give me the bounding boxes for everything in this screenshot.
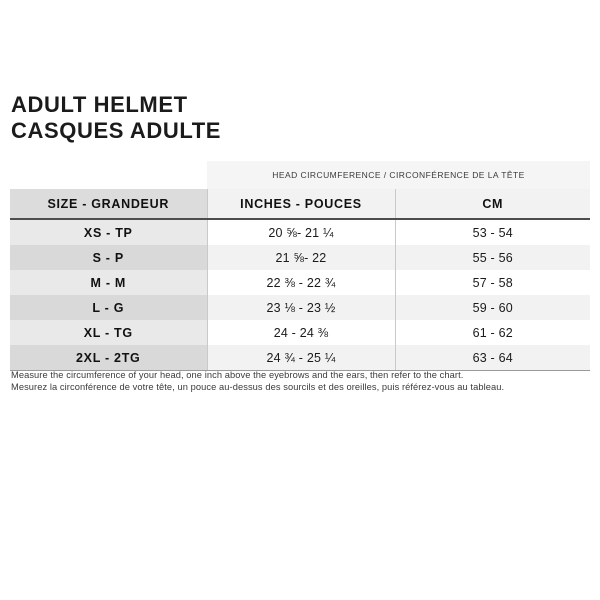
table-row: XS - TP 20 ⅝- 21 ¼ 53 - 54 <box>10 219 590 245</box>
table-row: 2XL - 2TG 24 ¾ - 25 ¼ 63 - 64 <box>10 345 590 371</box>
cell-inches: 22 ⅜ - 22 ¾ <box>206 270 395 295</box>
cell-cm: 57 - 58 <box>394 270 590 295</box>
size-chart-table: HEAD CIRCUMFERENCE / CIRCONFÉRENCE DE LA… <box>10 161 590 371</box>
cell-size: 2XL - 2TG <box>10 345 207 371</box>
column-header-inches: INCHES - POUCES <box>206 189 395 220</box>
table-row: L - G 23 ⅛ - 23 ½ 59 - 60 <box>10 295 590 320</box>
cell-cm: 59 - 60 <box>394 295 590 320</box>
measurement-notes: Measure the circumference of your head, … <box>11 369 504 394</box>
page-title-french: CASQUES ADULTE <box>11 118 222 143</box>
cell-size: XS - TP <box>10 219 207 245</box>
group-header-spacer <box>10 161 207 189</box>
measurement-note-english: Measure the circumference of your head, … <box>11 370 464 380</box>
cell-size: L - G <box>10 295 207 320</box>
cell-inches: 24 - 24 ⅜ <box>206 320 395 345</box>
table-row: M - M 22 ⅜ - 22 ¾ 57 - 58 <box>10 270 590 295</box>
cell-size: S - P <box>10 245 207 270</box>
cell-size: M - M <box>10 270 207 295</box>
page-title: ADULT HELMET CASQUES ADULTE <box>11 92 221 144</box>
column-header-cm: CM <box>394 189 590 220</box>
group-header-row: HEAD CIRCUMFERENCE / CIRCONFÉRENCE DE LA… <box>10 161 590 189</box>
cell-cm: 55 - 56 <box>394 245 590 270</box>
column-header-row: SIZE - GRANDEUR INCHES - POUCES CM <box>10 189 590 220</box>
page-title-english: ADULT HELMET <box>11 92 188 117</box>
cell-size: XL - TG <box>10 320 207 345</box>
cell-inches: 20 ⅝- 21 ¼ <box>206 219 395 245</box>
group-header-circumference: HEAD CIRCUMFERENCE / CIRCONFÉRENCE DE LA… <box>207 161 590 189</box>
cell-inches: 21 ⅝- 22 <box>206 245 395 270</box>
cell-cm: 53 - 54 <box>394 219 590 245</box>
cell-cm: 61 - 62 <box>394 320 590 345</box>
cell-cm: 63 - 64 <box>394 345 590 371</box>
table-row: XL - TG 24 - 24 ⅜ 61 - 62 <box>10 320 590 345</box>
table-header: HEAD CIRCUMFERENCE / CIRCONFÉRENCE DE LA… <box>10 161 590 220</box>
table-row: S - P 21 ⅝- 22 55 - 56 <box>10 245 590 270</box>
column-header-size: SIZE - GRANDEUR <box>10 189 207 220</box>
measurement-note-french: Mesurez la circonférence de votre tête, … <box>11 382 505 393</box>
cell-inches: 23 ⅛ - 23 ½ <box>206 295 395 320</box>
cell-inches: 24 ¾ - 25 ¼ <box>206 345 395 371</box>
table-body: XS - TP 20 ⅝- 21 ¼ 53 - 54 S - P 21 ⅝- 2… <box>10 219 590 371</box>
